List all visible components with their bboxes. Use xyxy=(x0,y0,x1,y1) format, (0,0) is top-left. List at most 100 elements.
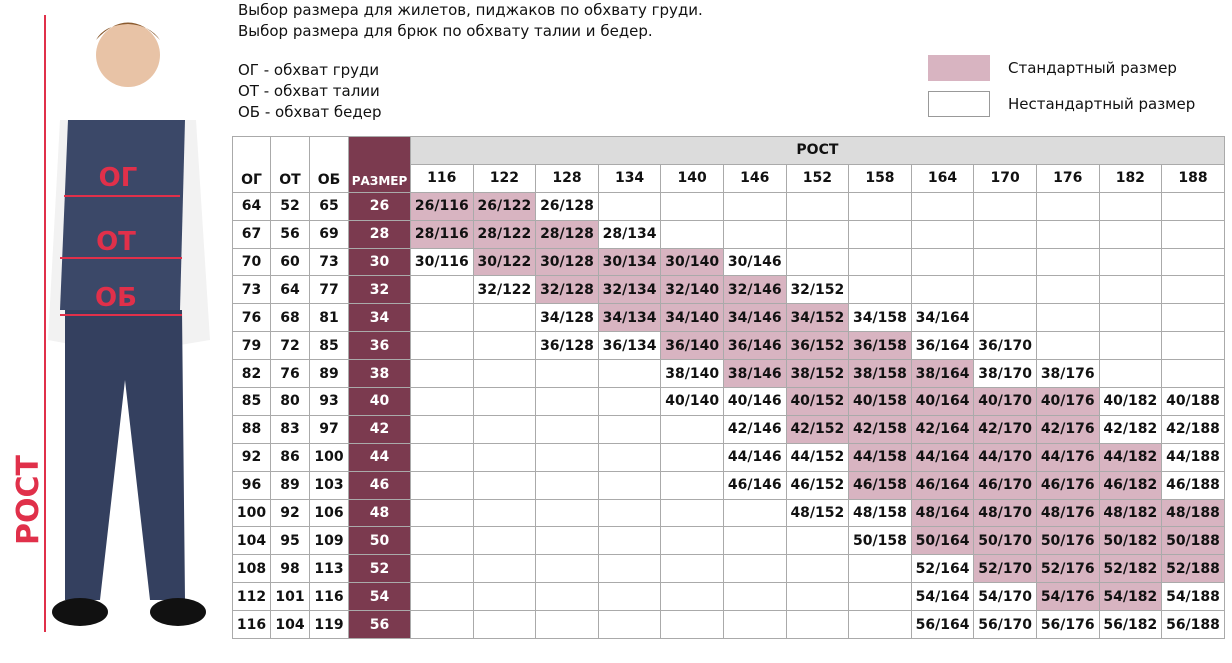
size-height-cell xyxy=(722,582,787,612)
size-height-cell: 40/152 xyxy=(785,387,850,416)
size-cell: 40 xyxy=(348,387,411,416)
size-height-cell: 34/164 xyxy=(910,303,975,333)
measure-cell: 72 xyxy=(270,331,310,361)
size-height-cell xyxy=(1098,275,1163,305)
size-height-cell: 46/164 xyxy=(910,470,975,500)
size-height-cell xyxy=(1035,275,1100,305)
height-header-cell: 188 xyxy=(1161,163,1225,193)
measure-cell: 80 xyxy=(270,387,310,416)
size-height-cell xyxy=(848,191,912,221)
size-height-cell: 54/170 xyxy=(973,582,1037,612)
size-height-cell xyxy=(785,247,850,277)
size-height-cell: 50/158 xyxy=(848,526,912,556)
size-height-cell xyxy=(660,582,724,612)
size-height-cell xyxy=(1161,219,1225,249)
measure-label: ОГ xyxy=(99,163,138,193)
vest xyxy=(60,120,185,310)
size-height-cell xyxy=(722,526,787,556)
size-height-cell xyxy=(910,191,975,221)
measure-cell: 69 xyxy=(309,219,349,249)
size-cell: 32 xyxy=(348,275,411,305)
size-height-cell: 42/182 xyxy=(1098,414,1163,444)
header-row: ОГ ОТ ОБ РАЗМЕР РОСТ xyxy=(232,136,1225,193)
size-height-cell: 36/128 xyxy=(535,331,599,361)
size-row: 64 52 65 26 26/116 26/122 26/128 xyxy=(232,191,1225,221)
size-height-cell xyxy=(785,554,850,584)
size-height-cell xyxy=(785,582,850,612)
size-height-cell xyxy=(1098,247,1163,277)
size-height-cell: 36/170 xyxy=(973,331,1037,361)
size-height-cell: 30/134 xyxy=(597,247,662,277)
size-height-cell: 36/158 xyxy=(848,331,912,361)
size-height-cell xyxy=(472,470,537,500)
measure-cell: 83 xyxy=(270,414,310,444)
size-height-cell xyxy=(1161,303,1225,333)
size-height-cell: 42/158 xyxy=(848,414,912,444)
size-height-cell: 40/146 xyxy=(722,387,787,416)
measure-label: ОБ xyxy=(95,283,137,313)
height-header-cell: 182 xyxy=(1098,163,1163,193)
size-height-cell: 40/170 xyxy=(973,387,1037,416)
size-height-cell: 34/152 xyxy=(785,303,850,333)
size-height-cell xyxy=(472,359,537,389)
size-height-cell xyxy=(535,359,599,389)
size-height-cell xyxy=(1035,247,1100,277)
size-height-cell xyxy=(910,247,975,277)
height-header: РОСТ xyxy=(410,136,1225,165)
column-header: ОБ xyxy=(309,136,349,193)
size-height-cell: 48/158 xyxy=(848,498,912,528)
size-height-cell: 28/116 xyxy=(410,219,474,249)
size-height-cell: 56/182 xyxy=(1098,610,1163,640)
measure-cell: 89 xyxy=(270,470,310,500)
size-height-cell: 26/116 xyxy=(410,191,474,221)
measure-cell: 70 xyxy=(232,247,271,277)
size-height-cell xyxy=(1098,359,1163,389)
height-header-cell: 152 xyxy=(785,163,850,193)
size-height-cell xyxy=(410,303,474,333)
measure-cell: 56 xyxy=(270,219,310,249)
size-height-cell xyxy=(785,610,850,640)
size-height-cell xyxy=(472,526,537,556)
measure-cell: 73 xyxy=(309,247,349,277)
abbr: ОБ - обхват бедер xyxy=(238,103,382,121)
size-cell: 28 xyxy=(348,219,411,249)
size-height-cell xyxy=(597,191,662,221)
size-height-cell xyxy=(848,582,912,612)
legend-swatch xyxy=(928,55,990,81)
size-row: 96 89 103 46 46/146 46/152 46/158 46/164 46/170 4… xyxy=(232,470,1225,500)
size-height-cell xyxy=(472,498,537,528)
measure-cell: 113 xyxy=(309,554,349,584)
measure-cell: 93 xyxy=(309,387,349,416)
size-height-cell: 30/116 xyxy=(410,247,474,277)
size-height-cell xyxy=(1161,247,1225,277)
size-height-cell xyxy=(597,387,662,416)
size-height-cell xyxy=(597,414,662,444)
size-height-cell: 48/152 xyxy=(785,498,850,528)
size-height-cell: 44/182 xyxy=(1098,442,1163,472)
measure-cell: 104 xyxy=(232,526,271,556)
size-height-cell: 48/188 xyxy=(1161,498,1225,528)
size-height-cell xyxy=(410,526,474,556)
size-height-cell: 40/182 xyxy=(1098,387,1163,416)
size-height-cell xyxy=(848,247,912,277)
abbr: ОГ - обхват груди xyxy=(238,61,380,79)
size-height-cell xyxy=(973,247,1037,277)
size-height-cell: 42/188 xyxy=(1161,414,1225,444)
size-height-cell: 32/146 xyxy=(722,275,787,305)
size-height-cell: 42/164 xyxy=(910,414,975,444)
size-height-cell: 46/170 xyxy=(973,470,1037,500)
size-height-cell xyxy=(1098,191,1163,221)
column-header: ОТ xyxy=(270,136,310,193)
measure-cell: 96 xyxy=(232,470,271,500)
size-row: 108 98 113 52 52/164 52/170 52/176 52/182 52/188 xyxy=(232,554,1225,584)
size-height-cell: 40/176 xyxy=(1035,387,1100,416)
abbreviations: ОГ - обхват груди ОТ - обхват талии ОБ -… xyxy=(238,60,382,123)
measure-cell: 64 xyxy=(270,275,310,305)
size-height-cell: 30/128 xyxy=(535,247,599,277)
size-cell: 46 xyxy=(348,470,411,500)
legend-label: Нестандартный размер xyxy=(1008,95,1196,113)
size-height-cell xyxy=(1035,303,1100,333)
size-cell: 56 xyxy=(348,610,411,640)
size-row: 100 92 106 48 48/152 48/158 48/164 48/170 48/176… xyxy=(232,498,1225,528)
size-cell: 48 xyxy=(348,498,411,528)
